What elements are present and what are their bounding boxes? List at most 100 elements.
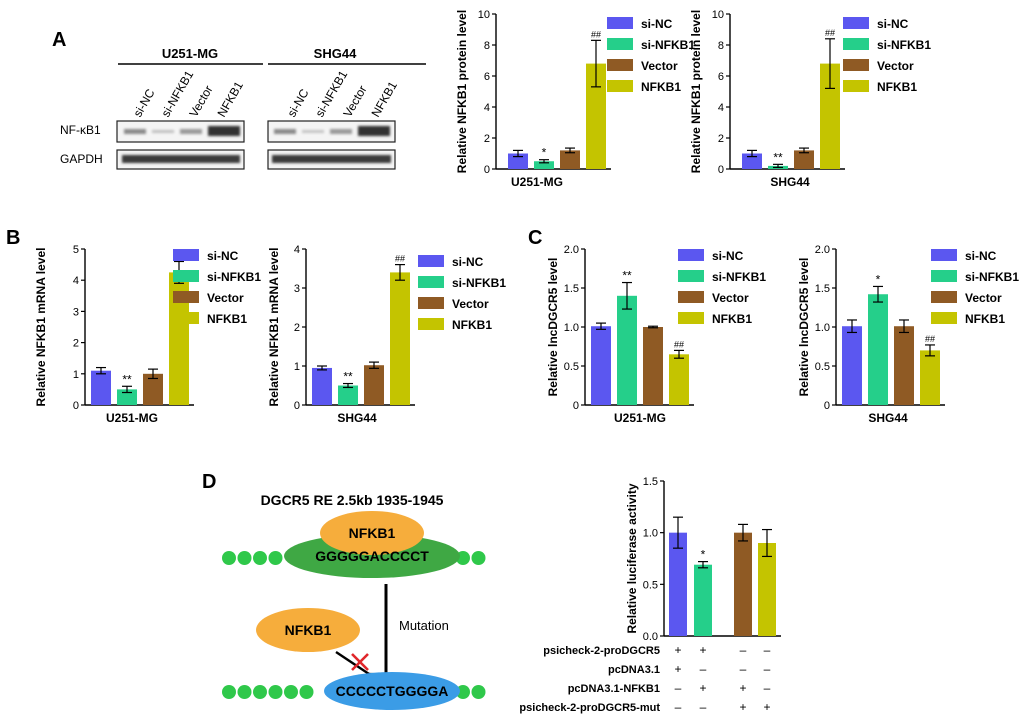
wild-site-sequence: GGGGGACCCCT bbox=[315, 548, 429, 564]
y-tick-label: 0.5 bbox=[815, 361, 830, 373]
legend-label: NFKB1 bbox=[965, 312, 1005, 326]
significance-marker: ## bbox=[674, 339, 684, 349]
blot-row-label: GAPDH bbox=[60, 152, 103, 166]
mutation-label: Mutation bbox=[399, 618, 449, 633]
legend-label: si-NC bbox=[452, 255, 484, 269]
y-tick-label: 1 bbox=[73, 369, 79, 381]
blot-group-shg44: SHG44 bbox=[314, 46, 357, 61]
y-tick-label: 1.5 bbox=[815, 283, 830, 295]
y-tick-label: 0.0 bbox=[643, 631, 658, 643]
legend-swatch bbox=[678, 249, 704, 261]
y-tick-label: 0.5 bbox=[643, 579, 658, 591]
x-axis-label: SHG44 bbox=[868, 411, 908, 425]
table-mark: + bbox=[699, 643, 706, 657]
bar-nfkb1 bbox=[586, 63, 606, 169]
legend-swatch bbox=[843, 80, 869, 92]
bar-si-nfkb1 bbox=[617, 295, 637, 405]
legend-label: NFKB1 bbox=[877, 80, 917, 94]
y-tick-label: 6 bbox=[718, 71, 724, 83]
dna-beads-bottom bbox=[222, 685, 486, 699]
table-mark: – bbox=[740, 643, 747, 657]
dna-bead bbox=[471, 685, 486, 699]
y-tick-label: 1.0 bbox=[643, 528, 658, 540]
y-tick-label: 0 bbox=[718, 164, 724, 176]
y-tick-label: 10 bbox=[712, 9, 724, 21]
panel-label-c: C bbox=[528, 227, 542, 249]
legend: si-NC si-NFKB1 Vector NFKB1 bbox=[843, 17, 931, 94]
legend-swatch bbox=[843, 38, 869, 50]
y-axis-label: Relative NFKB1 protein level bbox=[455, 10, 469, 173]
legend-label: si-NC bbox=[877, 17, 909, 31]
bar-si-nfkb1 bbox=[338, 385, 358, 405]
legend: si-NC si-NFKB1 Vector NFKB1 bbox=[418, 255, 506, 332]
y-axis-label: Relative NFKB1 mRNA level bbox=[34, 248, 48, 407]
bar-nfkb1 bbox=[169, 272, 189, 405]
legend-label: NFKB1 bbox=[452, 318, 492, 332]
x-axis-label: SHG44 bbox=[770, 175, 810, 189]
legend: si-NC si-NFKB1 Vector NFKB1 bbox=[931, 249, 1019, 326]
significance-marker: ## bbox=[395, 254, 405, 264]
y-axis-label: Relative NFKB1 mRNA level bbox=[267, 248, 281, 407]
bar-si-nfkb1 bbox=[534, 161, 554, 169]
nfkb1-protein-free bbox=[256, 608, 360, 652]
blot-group-u251: U251-MG bbox=[162, 46, 218, 61]
y-axis-label: Relative lncDGCR5 level bbox=[546, 258, 560, 397]
table-mark: – bbox=[675, 700, 682, 714]
bar-vector bbox=[143, 373, 163, 405]
y-tick-label: 3 bbox=[73, 306, 79, 318]
table-mark: + bbox=[739, 700, 746, 714]
bar-nfkb1 bbox=[920, 350, 940, 405]
y-axis-label: Relative NFKB1 protein level bbox=[689, 10, 703, 173]
binding-site-mut bbox=[324, 672, 460, 710]
x-axis-label: SHG44 bbox=[337, 411, 377, 425]
bar-si-nc bbox=[842, 326, 862, 405]
legend-label: si-NC bbox=[965, 249, 997, 263]
blot-lane-label: NFKB1 bbox=[368, 79, 400, 120]
y-tick-label: 0 bbox=[573, 400, 579, 412]
x-axis-label: U251-MG bbox=[106, 411, 158, 425]
blot-bands-nfkb1 bbox=[124, 126, 390, 136]
y-tick-label: 2 bbox=[718, 133, 724, 145]
x-axis-label: U251-MG bbox=[614, 411, 666, 425]
promoter-schematic: DGCR5 RE 2.5kb 1935-1945 NFKB1 GGGGGACCC… bbox=[222, 492, 486, 710]
bar-nfkb1 bbox=[669, 354, 689, 405]
significance-marker: ** bbox=[622, 269, 632, 283]
blocked-arrow bbox=[335, 651, 373, 677]
y-tick-label: 10 bbox=[478, 9, 490, 21]
luciferase-condition-table: psicheck-2-proDGCR5 + + – – pcDNA3.1 + – – – pcDNA… bbox=[519, 643, 770, 714]
legend-swatch bbox=[607, 38, 633, 50]
bar-condition-4 bbox=[758, 543, 776, 636]
table-row-label: pcDNA3.1 bbox=[608, 664, 660, 676]
y-tick-label: 3 bbox=[294, 283, 300, 295]
legend-swatch bbox=[418, 297, 444, 309]
nfkb1-protein-label: NFKB1 bbox=[285, 622, 332, 638]
legend-label: NFKB1 bbox=[641, 80, 681, 94]
bar-nfkb1 bbox=[390, 272, 410, 405]
legend-label: si-NFKB1 bbox=[877, 38, 931, 52]
y-tick-label: 1.0 bbox=[815, 322, 830, 334]
legend-swatch bbox=[418, 255, 444, 267]
legend-swatch bbox=[678, 291, 704, 303]
y-tick-label: 0 bbox=[824, 400, 830, 412]
chart-c2-shg44-dgcr5: 0 0.5 1.0 1.5 2.0 Relative lncDGCR5 level SHG4… bbox=[797, 244, 945, 425]
dna-bead bbox=[237, 685, 252, 699]
legend-label: si-NFKB1 bbox=[965, 270, 1019, 284]
table-row-label: pcDNA3.1-NFKB1 bbox=[568, 683, 660, 695]
dna-bead bbox=[471, 551, 486, 565]
y-tick-label: 1 bbox=[294, 361, 300, 373]
block-x-icon bbox=[351, 653, 369, 671]
blot-lane-label: Vector bbox=[340, 83, 369, 119]
legend-swatch bbox=[843, 59, 869, 71]
legend-label: si-NFKB1 bbox=[452, 276, 506, 290]
schematic-title: DGCR5 RE 2.5kb 1935-1945 bbox=[261, 492, 444, 508]
y-tick-label: 1.5 bbox=[564, 283, 579, 295]
legend-swatch bbox=[173, 312, 199, 324]
bar-si-nc bbox=[91, 370, 111, 405]
y-tick-label: 2 bbox=[484, 133, 490, 145]
table-mark: – bbox=[700, 700, 707, 714]
table-mark: – bbox=[700, 662, 707, 676]
legend-label: NFKB1 bbox=[207, 312, 247, 326]
y-tick-label: 0.5 bbox=[564, 361, 579, 373]
bar-condition-3 bbox=[734, 532, 752, 636]
